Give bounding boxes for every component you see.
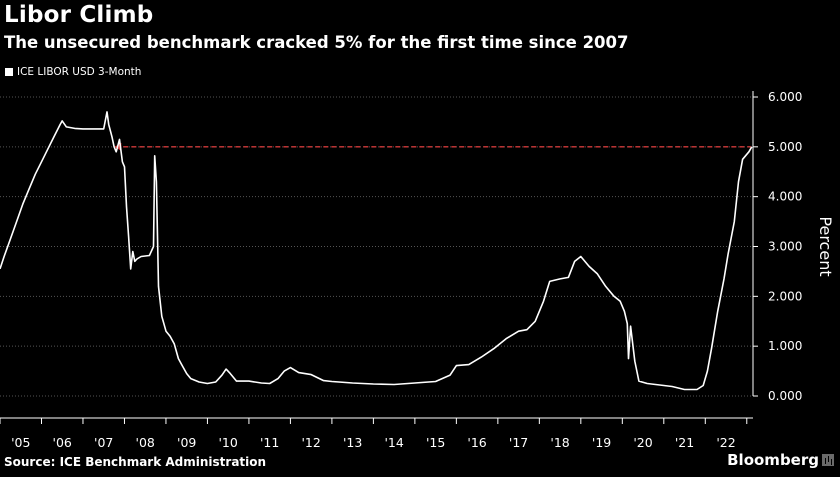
- x-tick-label: '13: [343, 435, 362, 450]
- series-line-libor: [0, 111, 753, 391]
- x-tick-label: '07: [94, 435, 113, 450]
- x-tick-label: '21: [675, 435, 694, 450]
- chart-title: Libor Climb: [4, 2, 154, 28]
- x-tick-label: '06: [53, 435, 72, 450]
- legend-label: ICE LIBOR USD 3-Month: [17, 66, 142, 78]
- x-tick-label: '20: [633, 435, 652, 450]
- y-tick-label: 2.000: [768, 289, 802, 303]
- source-note: Source: ICE Benchmark Administration: [4, 455, 267, 469]
- x-tick-label: '16: [467, 435, 486, 450]
- y-axis-title: Percent: [816, 216, 835, 276]
- x-tick-label: '11: [260, 435, 279, 450]
- x-tick-label: '14: [384, 435, 403, 450]
- x-tick-label: '08: [136, 435, 155, 450]
- bloomberg-mark-icon: [822, 454, 834, 466]
- chart-subtitle: The unsecured benchmark cracked 5% for t…: [4, 33, 629, 52]
- legend: ICE LIBOR USD 3-Month: [5, 66, 141, 78]
- x-tick-label: '05: [11, 435, 30, 450]
- x-tick-label: '19: [592, 435, 611, 450]
- x-tick-label: '15: [426, 435, 445, 450]
- brand-name: Bloomberg: [727, 451, 819, 469]
- y-tick-label: 1.000: [768, 339, 802, 353]
- y-tick-label: 0.000: [768, 389, 802, 403]
- brand-logo: Bloomberg: [727, 451, 834, 469]
- y-tick-label: 6.000: [768, 90, 802, 104]
- x-tick-label: '17: [509, 435, 528, 450]
- y-tick-label: 5.000: [768, 140, 802, 154]
- x-tick-label: '10: [219, 435, 238, 450]
- y-tick-label: 3.000: [768, 240, 802, 254]
- legend-swatch: [5, 68, 13, 76]
- y-tick-label: 4.000: [768, 190, 802, 204]
- x-tick-label: '22: [716, 435, 735, 450]
- x-tick-label: '09: [177, 435, 196, 450]
- x-tick-label: '18: [550, 435, 569, 450]
- x-tick-label: '12: [301, 435, 320, 450]
